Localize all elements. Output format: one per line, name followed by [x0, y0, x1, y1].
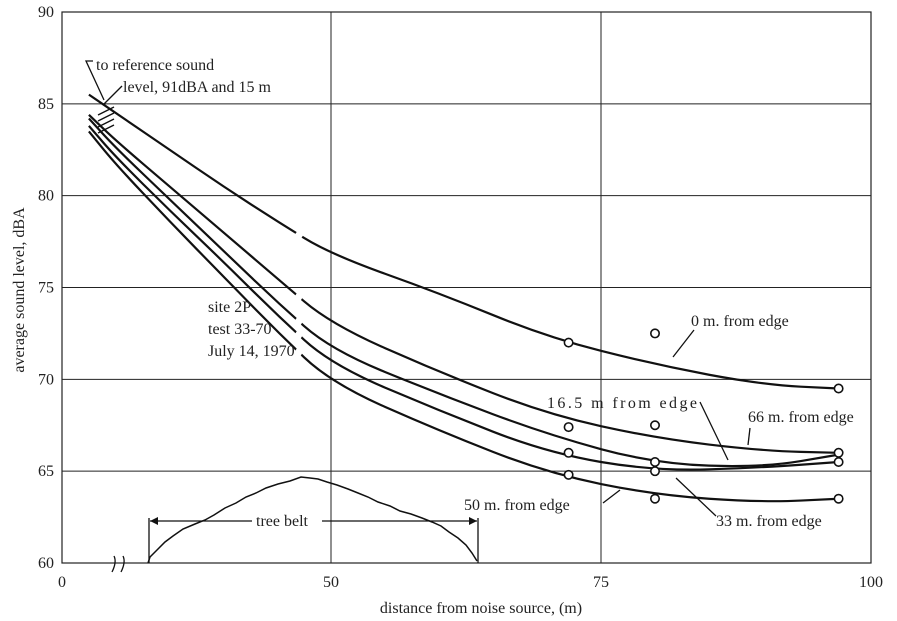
measured-point — [563, 337, 574, 348]
reference-tick-mark — [97, 112, 115, 122]
tick-labels: 60 65 70 75 80 85 90 0 50 75 100 — [38, 4, 883, 591]
measured-point — [833, 447, 844, 458]
y-tick-label: 65 — [38, 463, 54, 480]
series-line-gap — [294, 347, 304, 357]
series-curves — [88, 93, 839, 503]
tree-belt-arrowhead-left — [150, 517, 158, 525]
measured-point — [563, 469, 574, 480]
y-tick-label: 80 — [38, 188, 54, 205]
axis-break-mark — [111, 555, 125, 573]
series-line-gap — [294, 329, 304, 339]
y-tick-label: 90 — [38, 4, 54, 21]
test-label: test 33-70 — [208, 321, 272, 338]
x-tick-label: 50 — [323, 574, 339, 591]
tree-belt-profile — [147, 476, 479, 564]
y-axis-title: average sound level, dBA — [11, 207, 28, 373]
measured-point — [649, 493, 660, 504]
annotations: 0 m. from edge 16.5 m from edge 66 m. from… — [84, 60, 854, 530]
series-line-gap — [294, 291, 304, 301]
x-axis-title: distance from noise source, (m) — [380, 600, 582, 617]
series-leader — [602, 489, 621, 504]
reference-note-line2: level, 91dBA and 15 m — [123, 79, 272, 96]
measured-point — [649, 456, 660, 467]
reference-leader — [84, 60, 105, 101]
tree-belt-arrowhead-right — [469, 517, 477, 525]
series-line-50-m-from-edge — [88, 130, 839, 503]
y-tick-label: 85 — [38, 96, 54, 113]
series-leader — [699, 401, 729, 461]
series-leader — [675, 477, 717, 517]
series-line-33-m-from-edge — [88, 125, 839, 471]
series-label-50-m-from-edge: 50 m. from edge — [464, 497, 570, 514]
series-line-gap — [294, 316, 304, 326]
measured-point — [649, 420, 660, 431]
measured-point — [649, 466, 660, 477]
y-tick-label: 75 — [38, 280, 54, 297]
tree-belt-outline — [147, 476, 478, 564]
series-label-66-m-from-edge: 66 m. from edge — [748, 409, 854, 426]
x-tick-label: 75 — [593, 574, 609, 591]
reference-tick-mark — [97, 124, 115, 134]
reference-tick-mark — [97, 118, 115, 128]
site-label: site 2P — [208, 299, 251, 316]
measured-point — [649, 328, 660, 339]
reference-tick-mark — [97, 106, 115, 116]
y-tick-label: 60 — [38, 555, 54, 572]
measured-points — [563, 328, 844, 504]
measured-point — [833, 493, 844, 504]
x-tick-label: 0 — [58, 574, 66, 591]
series-label-33-m-from-edge: 33 m. from edge — [716, 513, 822, 530]
measured-point — [833, 456, 844, 467]
series-label-16-5-m-from-edge: 16.5 m from edge — [547, 395, 697, 412]
series-line-gap — [294, 230, 304, 240]
series-label-0-m-from-edge: 0 m. from edge — [691, 313, 789, 330]
date-label: July 14, 1970 — [208, 343, 295, 360]
series-line-16-5-m-from-edge — [88, 114, 839, 454]
series-leader — [747, 427, 751, 446]
series-leader — [672, 329, 695, 358]
measured-point — [833, 383, 844, 394]
y-tick-label: 70 — [38, 371, 54, 388]
series-line-0-m-from-edge — [88, 93, 839, 390]
tree-belt-label: tree belt — [256, 513, 309, 530]
reference-note-line1: to reference sound — [96, 57, 214, 74]
measured-point — [563, 447, 574, 458]
measured-point — [563, 422, 574, 433]
x-tick-label: 100 — [859, 574, 883, 591]
reference-leader — [103, 85, 123, 105]
